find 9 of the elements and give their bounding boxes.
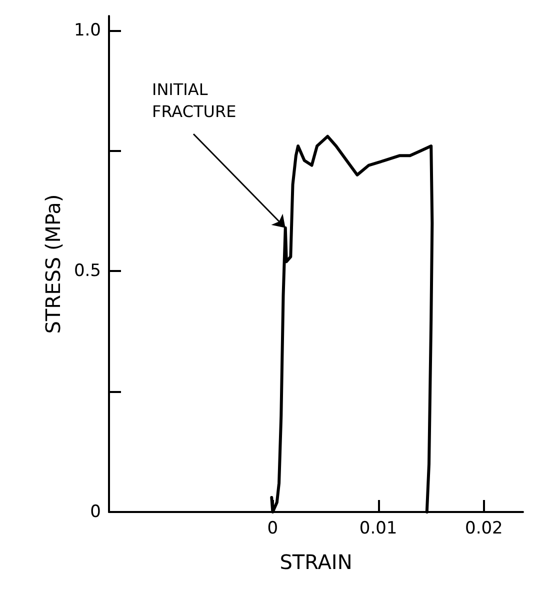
y-tick-label: 0: [90, 502, 101, 522]
x-tick-label: 0.01: [359, 518, 398, 538]
y-axis-title: STRESS (MPa): [41, 194, 66, 334]
y-tick-label: 0.5: [74, 261, 101, 282]
annotation: INITIAL FRACTURE: [152, 80, 236, 121]
x-axis-title: STRAIN: [280, 550, 352, 574]
y-tick-label: 1.0: [74, 20, 101, 40]
x-tick-label: 0: [267, 518, 278, 538]
x-tick-label: 0.02: [464, 518, 503, 538]
